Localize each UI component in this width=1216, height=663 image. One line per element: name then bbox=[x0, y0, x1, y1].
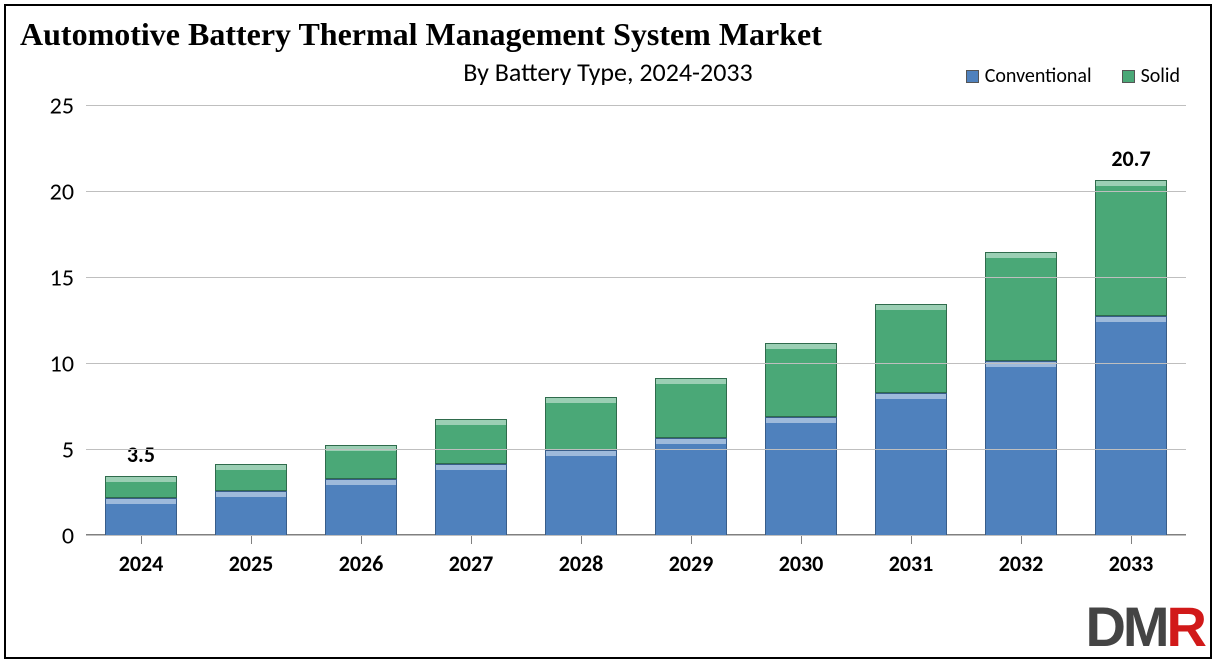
bar-data-label: 3.5 bbox=[127, 441, 155, 468]
gridline bbox=[86, 277, 1186, 278]
y-tick-label: 5 bbox=[62, 436, 74, 465]
plot-area: 3.520.7 0510152025 bbox=[86, 106, 1186, 536]
x-axis-label: 2030 bbox=[765, 540, 837, 577]
bar-segment-conventional bbox=[875, 393, 947, 536]
legend-label: Solid bbox=[1141, 64, 1180, 88]
x-axis-label: 2032 bbox=[985, 540, 1057, 577]
legend-item-solid: Solid bbox=[1122, 64, 1180, 88]
gridline bbox=[86, 449, 1186, 450]
bar-segment-solid bbox=[105, 476, 177, 498]
bar-stack bbox=[985, 252, 1057, 536]
y-tick-label: 20 bbox=[50, 178, 74, 207]
x-axis-label: 2024 bbox=[105, 540, 177, 577]
bar-slot bbox=[545, 397, 617, 536]
bar-stack bbox=[435, 419, 507, 536]
gridline bbox=[86, 535, 1186, 536]
x-axis-label: 2029 bbox=[655, 540, 727, 577]
x-axis-label: 2027 bbox=[435, 540, 507, 577]
chart-title: Automotive Battery Thermal Management Sy… bbox=[20, 16, 822, 53]
gridline bbox=[86, 363, 1186, 364]
bar-slot bbox=[215, 464, 287, 536]
x-axis-label: 2028 bbox=[545, 540, 617, 577]
bar-slot: 3.5 bbox=[105, 476, 177, 536]
bar-segment-solid bbox=[655, 378, 727, 438]
legend: Conventional Solid bbox=[966, 64, 1180, 88]
legend-swatch-conventional bbox=[966, 70, 979, 83]
bar-segment-conventional bbox=[1095, 316, 1167, 536]
bar-segment-conventional bbox=[215, 491, 287, 536]
y-tick-label: 15 bbox=[50, 264, 74, 293]
x-axis-label: 2033 bbox=[1095, 540, 1167, 577]
bar-segment-conventional bbox=[765, 417, 837, 536]
logo-letter-d: D bbox=[1085, 599, 1122, 655]
bar-segment-solid bbox=[1095, 180, 1167, 316]
legend-label: Conventional bbox=[985, 64, 1092, 88]
legend-swatch-solid bbox=[1122, 70, 1135, 83]
bar-stack bbox=[545, 397, 617, 536]
bar-segment-conventional bbox=[655, 438, 727, 536]
bar-slot: 20.7 bbox=[1095, 180, 1167, 536]
bar-stack bbox=[655, 378, 727, 536]
bar-stack bbox=[215, 464, 287, 536]
bar-slot bbox=[985, 252, 1057, 536]
bar-segment-solid bbox=[325, 445, 397, 479]
logo-letter-m: M bbox=[1123, 599, 1167, 655]
bar-slot bbox=[655, 378, 727, 536]
bars-container: 3.5 20.7 bbox=[86, 106, 1186, 536]
bar-segment-solid bbox=[215, 464, 287, 492]
chart-frame: Automotive Battery Thermal Management Sy… bbox=[4, 4, 1212, 659]
bar-segment-conventional bbox=[325, 479, 397, 536]
bar-stack bbox=[1095, 180, 1167, 536]
legend-item-conventional: Conventional bbox=[966, 64, 1092, 88]
x-axis-label: 2031 bbox=[875, 540, 947, 577]
bar-stack bbox=[105, 476, 177, 536]
bar-data-label: 20.7 bbox=[1111, 145, 1150, 172]
bar-segment-conventional bbox=[545, 450, 617, 536]
bar-slot bbox=[765, 343, 837, 536]
y-tick-label: 10 bbox=[50, 350, 74, 379]
x-axis-labels: 2024 2025 2026 2027 2028 2029 2030 2031 2032 2033 bbox=[86, 540, 1186, 577]
gridline bbox=[86, 105, 1186, 106]
bar-segment-solid bbox=[875, 304, 947, 393]
bar-segment-solid bbox=[985, 252, 1057, 360]
bar-segment-solid bbox=[765, 343, 837, 417]
bar-slot bbox=[325, 445, 397, 536]
bar-stack bbox=[325, 445, 397, 536]
bar-segment-solid bbox=[545, 397, 617, 450]
bar-slot bbox=[875, 304, 947, 536]
watermark-logo: D M R bbox=[1085, 599, 1204, 655]
gridline bbox=[86, 191, 1186, 192]
x-axis-label: 2025 bbox=[215, 540, 287, 577]
bar-slot bbox=[435, 419, 507, 536]
bar-stack bbox=[875, 304, 947, 536]
bar-segment-conventional bbox=[435, 464, 507, 536]
x-axis-label: 2026 bbox=[325, 540, 397, 577]
bar-segment-solid bbox=[435, 419, 507, 464]
y-tick-label: 0 bbox=[62, 522, 74, 551]
logo-letter-r: R bbox=[1167, 599, 1204, 655]
bar-stack bbox=[765, 343, 837, 536]
y-tick-label: 25 bbox=[50, 92, 74, 121]
bar-segment-conventional bbox=[105, 498, 177, 536]
